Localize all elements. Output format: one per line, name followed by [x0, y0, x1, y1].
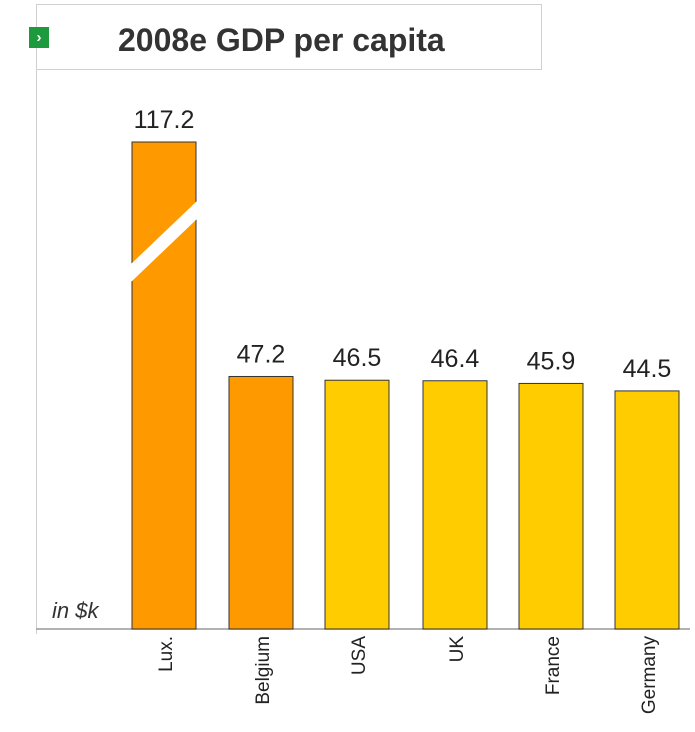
bar-uk	[422, 380, 488, 630]
category-label: France	[543, 636, 564, 695]
bar-germany	[614, 390, 680, 630]
category-label: Germany	[639, 636, 660, 715]
frame-right-rule	[541, 4, 542, 70]
data-label: 117.2	[134, 106, 195, 134]
chart-title: 2008e GDP per capita	[118, 22, 445, 58]
category-label: Belgium	[253, 636, 274, 705]
units-label: in $k	[52, 598, 99, 623]
axis-break-marker	[131, 200, 198, 282]
category-label: USA	[349, 636, 370, 675]
data-label: 46.4	[431, 345, 480, 373]
title-separator	[36, 69, 542, 70]
data-label: 47.2	[237, 340, 286, 368]
bar-usa	[324, 379, 390, 630]
frame-left-rule	[36, 4, 37, 634]
data-label: 45.9	[527, 347, 576, 375]
bar-france	[518, 382, 584, 630]
category-label: UK	[447, 636, 468, 663]
category-label: Lux.	[156, 636, 177, 672]
data-label: 46.5	[333, 344, 382, 372]
bar-belgium	[228, 375, 294, 630]
bar-group: 117.2 Lux. 47.2 Belgium 46.5 USA 46.4 UK 45.9 Fra…	[131, 106, 680, 715]
chevron-right-icon: ›	[29, 27, 49, 48]
data-label: 44.5	[623, 355, 672, 383]
